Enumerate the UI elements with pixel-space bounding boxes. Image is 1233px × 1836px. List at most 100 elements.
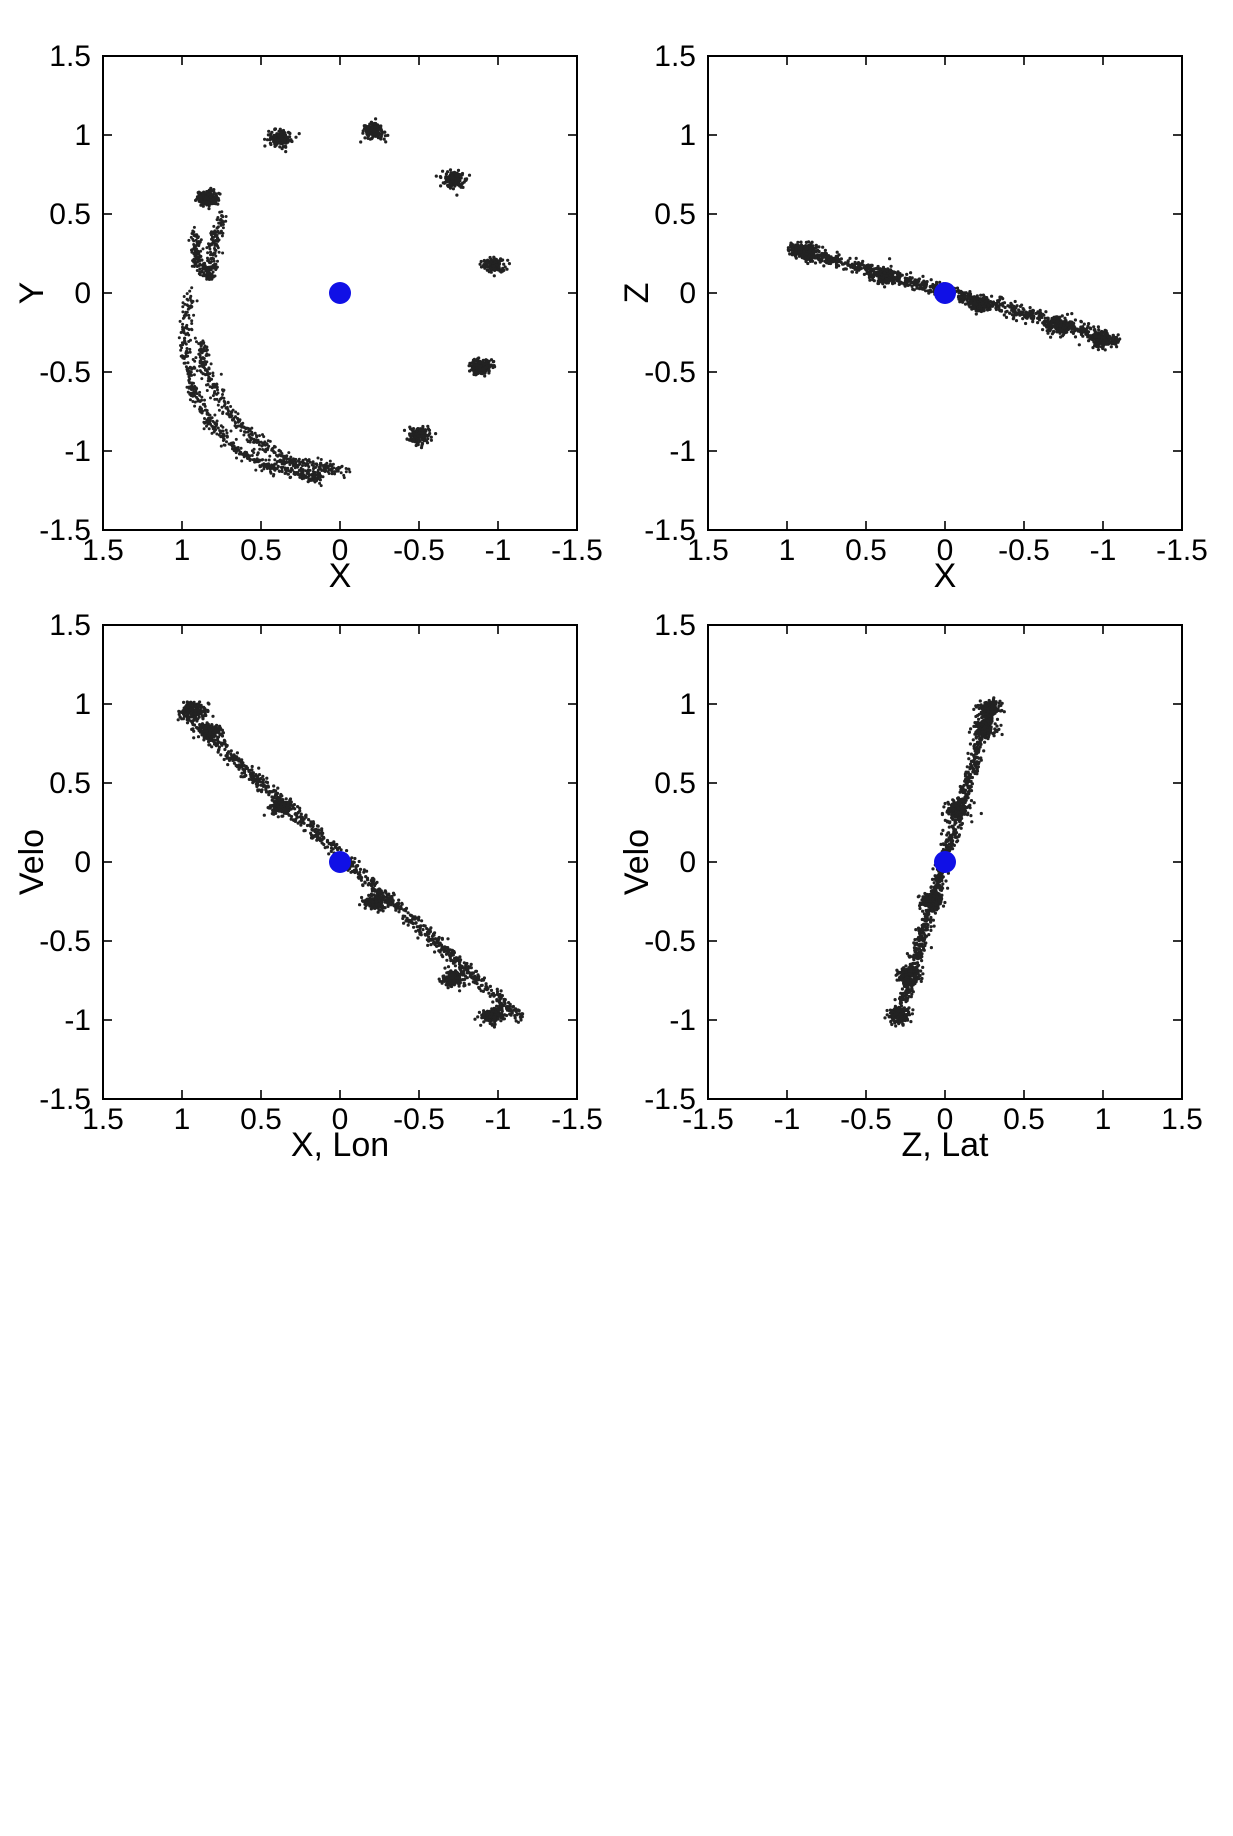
scatter-point [214,232,218,236]
scatter-point [242,455,246,459]
scatter-point [452,978,456,983]
scatter-point [1013,299,1017,304]
scatter-point [284,150,288,154]
scatter-point [448,168,453,172]
scatter-point [1063,319,1067,323]
scatter-point [301,464,304,468]
scatter-point [978,304,982,308]
scatter-point [477,364,481,368]
scatter-point [198,267,202,271]
scatter-point [1002,301,1007,305]
scatter-point [199,238,203,242]
scatter-point [1050,321,1054,325]
scatter-point [222,438,226,442]
scatter-point [491,264,495,268]
scatter-point [301,468,305,472]
scatter-point [312,475,315,479]
scatter-point [261,448,265,451]
scatter-point [1042,320,1046,325]
scatter-point [205,345,209,349]
scatter-point [377,127,381,132]
scatter-point [307,471,310,475]
scatter-point [200,714,205,718]
scatter-point [265,465,269,469]
scatter-point [262,467,266,471]
scatter-point [283,134,287,138]
scatter-point [481,358,485,362]
scatter-point [489,267,493,271]
scatter-point [1091,346,1095,350]
scatter-point [216,388,219,392]
scatter-point [847,263,851,267]
scatter-point [481,367,485,371]
scatter-point [502,268,506,272]
scatter-point [283,466,287,470]
scatter-point [489,270,493,274]
scatter-point [308,460,312,464]
scatter-point [477,1010,481,1014]
scatter-point [311,470,315,473]
scatter-point [1045,329,1049,333]
scatter-point [201,267,205,271]
scatter-point [415,441,419,445]
scatter-point [333,470,337,474]
scatter-point [320,469,324,472]
y-tick-label: 1.5 [654,40,696,73]
scatter-point [883,271,887,275]
scatter-point [483,374,487,378]
scatter-point [330,470,334,474]
scatter-point [507,262,511,266]
scatter-point [208,372,212,376]
scatter-point [183,336,187,340]
scatter-point [379,135,383,139]
scatter-point [979,309,983,314]
scatter-point [1113,340,1117,344]
scatter-point [496,1017,500,1021]
scatter-point [1004,315,1009,319]
scatter-point [929,278,933,282]
scatter-point [490,1022,494,1026]
scatter-point [864,268,868,272]
scatter-point [309,473,313,477]
scatter-point [273,127,277,132]
scatter-point [365,902,369,906]
scatter-point [211,383,215,387]
scatter-point [981,301,985,305]
scatter-point [281,128,286,133]
scatter-point [205,389,209,392]
scatter-point [246,426,250,430]
scatter-point [370,125,374,129]
scatter-point [850,270,854,274]
scatter-point [228,413,232,417]
scatter-point [342,473,346,477]
scatter-point [804,252,808,256]
scatter-point [259,464,263,468]
scatter-point [257,443,261,447]
scatter-point [198,272,202,276]
scatter-point [217,221,221,225]
x-axis-label: X [329,557,352,595]
scatter-point [444,983,448,987]
scatter-point [412,925,416,929]
scatter-point [214,728,218,732]
scatter-point [479,1023,483,1027]
scatter-point [205,424,208,428]
scatter-point [492,255,496,259]
scatter-point [205,277,209,281]
scatter-point [848,256,852,260]
scatter-point [372,132,377,136]
scatter-point [207,366,211,370]
scatter-point [224,219,228,223]
scatter-point [252,447,256,451]
scatter-point [192,385,196,389]
scatter-point [423,428,428,432]
scatter-point [921,274,925,278]
scatter-point [429,435,433,439]
scatter-point [304,457,308,461]
scatter-point [211,264,215,267]
scatter-point [234,410,238,414]
scatter-point [426,433,430,437]
scatter-point [229,410,233,414]
scatter-point [449,182,453,186]
scatter-point [288,131,292,135]
